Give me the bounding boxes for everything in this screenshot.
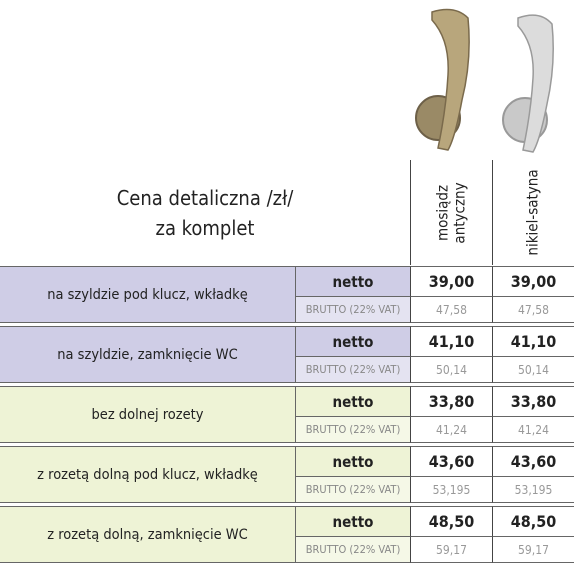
row-label: na szyldzie pod klucz, wkładkę <box>0 266 295 323</box>
brutto-value: 59,17 <box>492 537 574 563</box>
column-header: nikiel-satyna <box>492 160 574 265</box>
netto-value: 39,00 <box>410 266 492 297</box>
netto-label: netto <box>295 326 410 357</box>
brutto-label: BRUTTO (22% VAT) <box>295 297 410 323</box>
brutto-label: BRUTTO (22% VAT) <box>295 357 410 383</box>
brutto-value: 50,14 <box>492 357 574 383</box>
brutto-value: 53,195 <box>410 477 492 503</box>
brutto-value: 53,195 <box>492 477 574 503</box>
column-header-text: mosiądz antyczny <box>433 181 469 244</box>
title-line: za komplet <box>155 215 255 240</box>
column-header-text: nikiel-satyna <box>524 169 543 256</box>
column-header-line: nikiel-satyna <box>524 169 543 256</box>
brutto-label: BRUTTO (22% VAT) <box>295 417 410 443</box>
netto-value: 39,00 <box>492 266 574 297</box>
netto-label: netto <box>295 446 410 477</box>
handle-brass <box>415 8 470 151</box>
netto-value: 43,60 <box>492 446 574 477</box>
brutto-label: BRUTTO (22% VAT) <box>295 477 410 503</box>
brutto-value: 41,24 <box>492 417 574 443</box>
brutto-value: 50,14 <box>410 357 492 383</box>
netto-value: 48,50 <box>492 506 574 537</box>
column-header: mosiądz antyczny <box>410 160 492 265</box>
netto-value: 48,50 <box>410 506 492 537</box>
row-label: na szyldzie, zamknięcie WC <box>0 326 295 383</box>
netto-value: 41,10 <box>410 326 492 357</box>
netto-label: netto <box>295 386 410 417</box>
product-images <box>415 8 554 153</box>
netto-value: 41,10 <box>492 326 574 357</box>
netto-label: netto <box>295 266 410 297</box>
brutto-value: 47,58 <box>492 297 574 323</box>
table-title: Cena detaliczna /zł/ za komplet <box>0 160 410 265</box>
title-line: Cena detaliczna /zł/ <box>116 185 294 210</box>
brutto-label: BRUTTO (22% VAT) <box>295 537 410 563</box>
brutto-value: 59,17 <box>410 537 492 563</box>
brutto-value: 41,24 <box>410 417 492 443</box>
row-label: z rozetą dolną, zamknięcie WC <box>0 506 295 563</box>
row-label: z rozetą dolną pod klucz, wkładkę <box>0 446 295 503</box>
column-header-line: mosiądz <box>433 184 452 241</box>
handle-nickel <box>502 14 554 153</box>
netto-value: 33,80 <box>492 386 574 417</box>
netto-value: 33,80 <box>410 386 492 417</box>
netto-value: 43,60 <box>410 446 492 477</box>
column-header-line: antyczny <box>450 181 469 244</box>
netto-label: netto <box>295 506 410 537</box>
row-label: bez dolnej rozety <box>0 386 295 443</box>
brutto-value: 47,58 <box>410 297 492 323</box>
